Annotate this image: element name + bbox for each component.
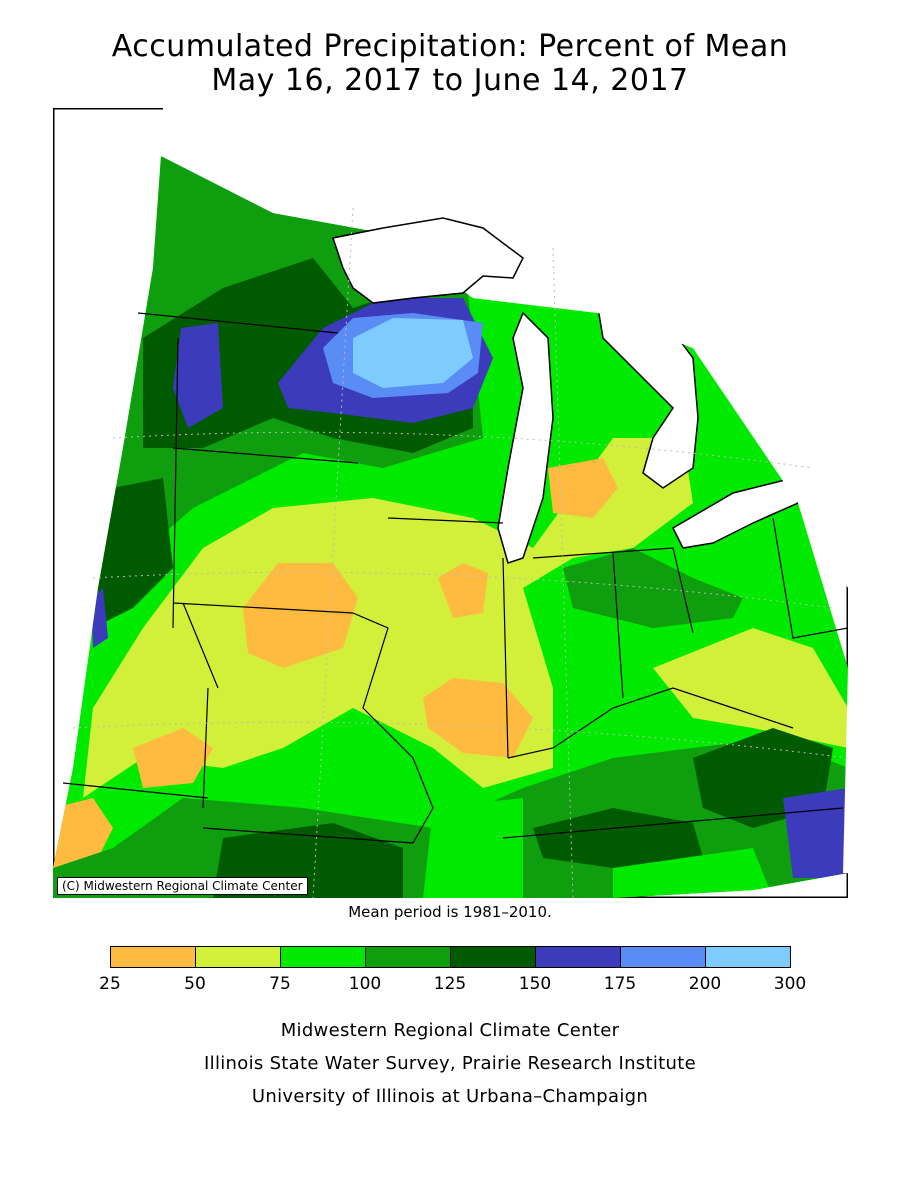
lake-michigan xyxy=(497,311,554,564)
border-mn-sd-west xyxy=(172,337,179,629)
zone-25-50-il-north xyxy=(438,563,488,618)
border-ne-ia xyxy=(182,602,219,689)
zone-25-50-illinois xyxy=(423,678,533,758)
legend-swatch-150-175 xyxy=(535,946,621,968)
zone-125-150-west xyxy=(93,478,173,628)
zone-25-50-michigan xyxy=(548,458,618,518)
color-legend: 25 50 75 100 125 150 175 200 300 xyxy=(99,946,806,1016)
legend-tick-25: 25 xyxy=(99,974,121,994)
legend-tick-125: 125 xyxy=(433,974,467,994)
border-mo-ar xyxy=(202,827,414,844)
map-canvas xyxy=(53,108,848,898)
border-sd-mn xyxy=(172,447,359,464)
map-title-line1: Accumulated Precipitation: Percent of Me… xyxy=(111,29,789,64)
zone-150-175-mn xyxy=(173,323,223,428)
legend-swatch-200-300 xyxy=(705,946,791,968)
legend-tick-50: 50 xyxy=(184,974,206,994)
credit-line3: University of Illinois at Urbana–Champai… xyxy=(251,1086,649,1107)
zone-125-150-kentucky xyxy=(533,808,703,868)
precipitation-map: (C) Midwestern Regional Climate Center xyxy=(53,108,848,898)
legend-tick-300: 300 xyxy=(773,974,807,994)
legend-swatch-100-125 xyxy=(365,946,451,968)
zone-25-50-kansas xyxy=(133,728,213,788)
border-oh-pa xyxy=(772,517,848,639)
legend-tick-200: 200 xyxy=(688,974,722,994)
legend-swatch-25-50 xyxy=(110,946,196,968)
mean-period-note: Mean period is 1981–2010. xyxy=(348,903,552,921)
border-ia-mn xyxy=(172,602,354,614)
zone-100-125-indiana xyxy=(563,548,743,628)
legend-tick-75: 75 xyxy=(269,974,291,994)
zone-150-175-east xyxy=(783,788,848,878)
border-in-mi-oh xyxy=(532,547,694,634)
legend-tick-100: 100 xyxy=(348,974,382,994)
credit-line1: Midwestern Regional Climate Center xyxy=(280,1020,620,1041)
legend-swatch-75-100 xyxy=(280,946,366,968)
lat-lon-grid xyxy=(72,207,848,898)
border-ky-tn xyxy=(502,807,844,839)
zone-50-75-central xyxy=(83,438,693,798)
border-ks-ok xyxy=(62,782,209,799)
zone-25-50-iowa xyxy=(243,563,358,668)
zone-50-75-east xyxy=(653,628,848,748)
mississippi-river xyxy=(352,612,434,844)
credit-line2: Illinois State Water Survey, Prairie Res… xyxy=(204,1053,696,1074)
border-nd-mn xyxy=(137,312,339,334)
legend-tick-175: 175 xyxy=(603,974,637,994)
lake-superior-outline xyxy=(332,217,524,304)
legend-swatch-125-150 xyxy=(450,946,536,968)
state-borders xyxy=(62,312,848,844)
zone-200-300-wi xyxy=(353,318,473,388)
copyright-notice: (C) Midwestern Regional Climate Center xyxy=(57,877,308,895)
lake-erie xyxy=(672,477,799,549)
legend-tick-150: 150 xyxy=(518,974,552,994)
outside-region-north xyxy=(161,108,848,588)
zone-75-100-south xyxy=(423,798,523,898)
legend-swatch-175-200 xyxy=(620,946,706,968)
border-ks-mo xyxy=(202,687,209,809)
zone-75-100-se xyxy=(613,848,773,898)
lake-huron xyxy=(597,307,699,489)
outside-region-east xyxy=(843,668,848,873)
ohio-river xyxy=(507,687,794,759)
border-il-in xyxy=(502,557,509,759)
border-wi-il xyxy=(387,517,504,524)
map-title-line2: May 16, 2017 to June 14, 2017 xyxy=(211,63,689,98)
border-in-oh xyxy=(612,552,624,699)
legend-swatch-50-75 xyxy=(195,946,281,968)
